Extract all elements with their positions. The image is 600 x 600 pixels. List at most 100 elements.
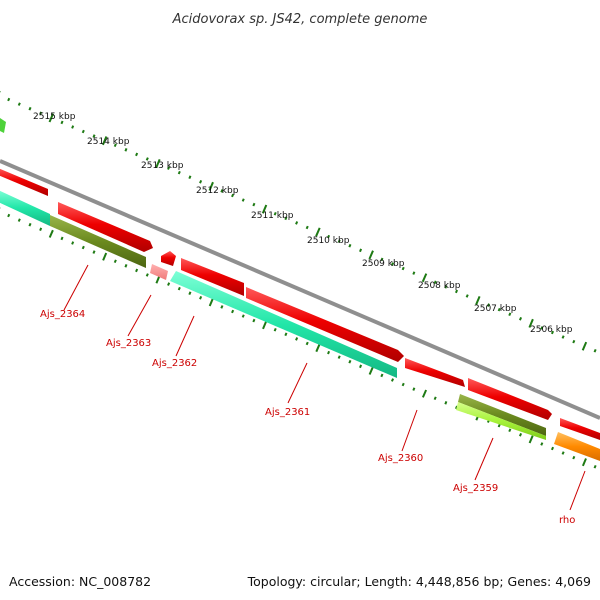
genome-summary-text: Topology: circular; Length: 4,448,856 bp… <box>247 574 591 589</box>
leader-ajs2362 <box>175 315 195 357</box>
scale-major-tick <box>208 181 214 191</box>
inner-major-tick <box>315 343 321 353</box>
gene-label-ajs2359[interactable]: Ajs_2359 <box>453 483 498 494</box>
kbp-labels: 2515 kbp 2514 kbp 2513 kbp 2512 kbp 2511… <box>33 112 573 335</box>
inner-minor-tick <box>113 259 117 264</box>
scale-minor-tick <box>167 166 171 170</box>
inner-minor-tick <box>412 387 416 391</box>
scale-minor-tick <box>454 289 459 294</box>
gene-label-ajs2363[interactable]: Ajs_2363 <box>106 338 151 349</box>
gene-ajs2362-body[interactable] <box>170 271 397 378</box>
inner-minor-tick <box>497 423 501 428</box>
inner-major-tick <box>421 389 428 398</box>
scale-minor-tick <box>113 143 117 148</box>
kbp-label-2512: 2512 kbp <box>196 186 239 196</box>
scale-major-tick <box>528 318 534 328</box>
scale-minor-tick <box>401 266 405 271</box>
leader-ajs2361 <box>287 362 308 404</box>
scale-minor-tick <box>17 102 21 106</box>
inner-minor-tick <box>380 373 384 378</box>
scale-minor-tick <box>252 202 256 207</box>
leader-ajs2363 <box>127 294 152 337</box>
gene-rho-body[interactable] <box>554 432 600 461</box>
partial-feature-topleft[interactable] <box>0 118 6 133</box>
inner-minor-tick <box>252 318 256 323</box>
scale-minor-tick <box>284 216 288 221</box>
scale-major-tick <box>315 227 321 237</box>
kbp-label-2508: 2508 kbp <box>418 281 461 291</box>
scale-minor-tick <box>561 335 565 339</box>
gene-label-ajs2361[interactable]: Ajs_2361 <box>265 407 310 418</box>
gene-ajs2364-body[interactable] <box>50 215 146 268</box>
gene-forward-arrow-7[interactable] <box>560 418 600 440</box>
scale-minor-tick <box>465 294 469 298</box>
scale-minor-tick <box>380 257 384 262</box>
kbp-label-2510: 2510 kbp <box>307 236 350 246</box>
scale-minor-tick <box>7 97 11 102</box>
inner-minor-tick <box>401 382 405 387</box>
inner-minor-tick <box>337 355 341 359</box>
leader-rho <box>569 470 586 511</box>
scale-minor-tick <box>188 175 192 179</box>
scale-minor-tick <box>508 312 512 317</box>
inner-minor-tick <box>572 455 576 460</box>
inner-minor-tick <box>433 396 437 401</box>
inner-minor-tick <box>28 222 32 227</box>
kbp-label-2507: 2507 kbp <box>474 304 517 314</box>
gene-forward-arrow-6[interactable] <box>468 378 552 420</box>
inner-minor-tick <box>327 350 331 355</box>
gene-ajs2359-body-lime[interactable] <box>456 402 546 440</box>
scale-minor-tick <box>433 280 437 285</box>
inner-minor-tick <box>92 250 96 254</box>
scale-minor-tick <box>572 339 576 344</box>
forward-strand <box>0 168 600 440</box>
scale-minor-tick <box>273 211 277 216</box>
scale-minor-tick <box>518 317 523 321</box>
scale-major-tick <box>48 113 55 123</box>
inner-minor-tick <box>124 264 128 268</box>
scale-major-tick <box>261 204 268 214</box>
scale-major-tick <box>368 250 374 260</box>
scale-minor-tick <box>241 198 245 202</box>
scale-minor-tick <box>540 326 544 330</box>
scale-minor-tick <box>593 348 597 353</box>
scale-minor-tick <box>550 330 555 335</box>
scale-minor-tick <box>295 221 299 225</box>
gene-reverse-teal-left[interactable] <box>0 190 50 226</box>
scale-minor-tick <box>390 262 395 266</box>
scale-minor-tick <box>337 239 341 243</box>
gene-label-ajs2360[interactable]: Ajs_2360 <box>378 453 423 464</box>
inner-minor-tick <box>518 433 523 437</box>
inner-minor-tick <box>199 296 203 300</box>
inner-minor-tick <box>593 464 597 469</box>
gene-label-rho[interactable]: rho <box>559 515 575 526</box>
gene-forward-arrow-5[interactable] <box>405 358 465 387</box>
gene-forward-small[interactable] <box>161 251 176 266</box>
scale-minor-tick <box>412 271 416 275</box>
gene-ajs2359-body-olive[interactable] <box>458 394 546 436</box>
map-title: Acidovorax sp. JS42, complete genome <box>172 12 428 27</box>
scale-major-tick <box>155 159 161 168</box>
scale-minor-tick <box>220 189 224 193</box>
inner-major-tick <box>368 366 374 375</box>
gene-label-ajs2364[interactable]: Ajs_2364 <box>40 309 85 320</box>
scale-minor-tick <box>348 243 352 248</box>
inner-minor-tick <box>167 282 171 286</box>
gene-forward-arrow-2[interactable] <box>58 202 153 252</box>
inner-minor-tick <box>60 236 64 241</box>
gene-forward-arrow-3[interactable] <box>181 258 244 296</box>
scale-minor-tick <box>305 225 309 230</box>
scale-minor-tick <box>359 248 363 253</box>
scale-minor-tick <box>39 111 43 115</box>
inner-minor-tick <box>550 446 555 451</box>
inner-minor-tick <box>390 378 395 382</box>
scale-minor-tick <box>177 170 181 175</box>
gene-ajs2363-body[interactable] <box>150 264 168 280</box>
inner-minor-tick <box>39 227 43 231</box>
scale-minor-tick <box>231 193 235 198</box>
gene-forward-arrow-1[interactable] <box>0 168 48 196</box>
gene-forward-arrow-4[interactable] <box>246 287 404 362</box>
gene-label-ajs2362[interactable]: Ajs_2362 <box>152 358 197 369</box>
scale-minor-tick <box>199 180 203 184</box>
